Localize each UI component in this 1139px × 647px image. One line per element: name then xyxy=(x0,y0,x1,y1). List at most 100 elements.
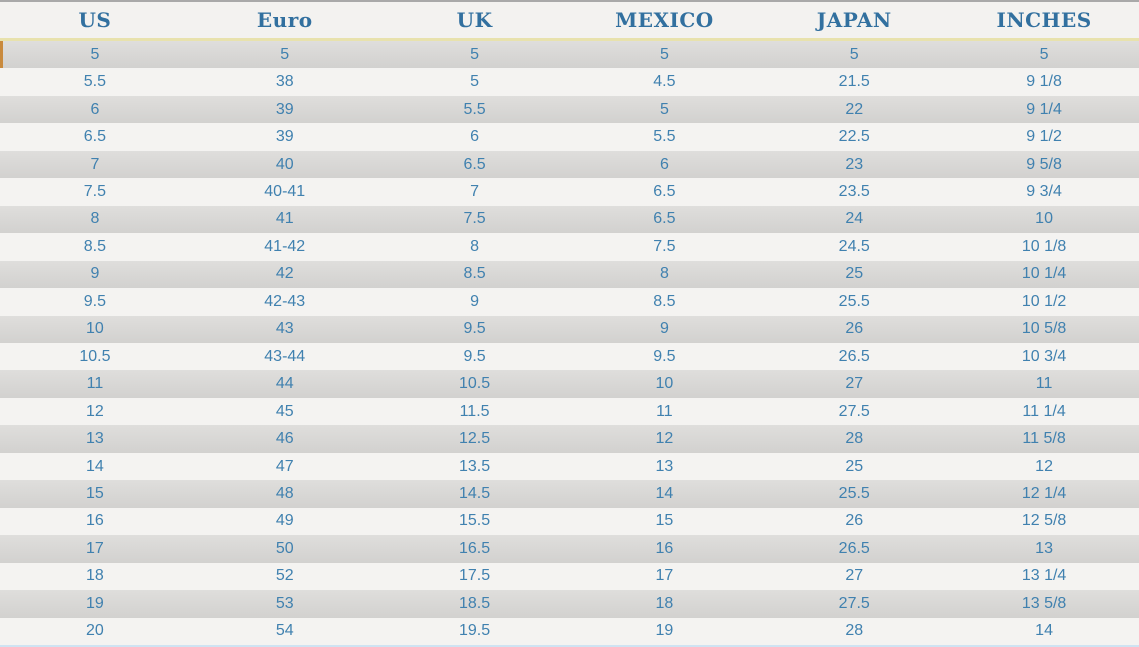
cell-euro: 46 xyxy=(275,430,294,448)
cell-uk: 8.5 xyxy=(463,265,486,283)
cell-inches: 5 xyxy=(1039,45,1049,63)
cell-us: 5.5 xyxy=(83,73,107,91)
cell-mexico: 18 xyxy=(655,594,674,612)
cell-japan: 27 xyxy=(845,375,864,393)
cell-us: 7 xyxy=(90,155,100,173)
cell-us: 18 xyxy=(86,567,104,585)
cell-euro: 50 xyxy=(275,539,294,557)
cell-inches: 13 5/8 xyxy=(1021,594,1067,612)
cell-uk: 5 xyxy=(470,73,480,91)
cell-japan: 25 xyxy=(845,265,864,283)
cell-japan: 27.5 xyxy=(838,594,870,612)
cell-mexico: 9 xyxy=(659,320,669,338)
cell-japan: 23.5 xyxy=(838,182,870,200)
cell-inches: 10 1/4 xyxy=(1021,265,1067,283)
cell-inches: 9 3/4 xyxy=(1026,182,1062,200)
cell-mexico: 15 xyxy=(655,512,674,530)
cell-inches: 9 1/8 xyxy=(1026,73,1062,91)
cell-euro: 49 xyxy=(275,512,294,530)
table-row: 8 41 7.5 6.5 24 10 xyxy=(0,205,1139,234)
table-row: 17 50 16.5 16 26.5 13 xyxy=(0,535,1139,563)
cell-euro: 45 xyxy=(275,402,294,420)
cell-mexico: 7.5 xyxy=(653,237,676,255)
cell-japan: 24 xyxy=(845,210,864,228)
cell-japan: 26 xyxy=(845,512,864,530)
cell-euro: 38 xyxy=(275,73,294,91)
cell-euro: 41-42 xyxy=(264,237,306,255)
cell-inches: 10 3/4 xyxy=(1021,347,1067,365)
table-row: 6.5 39 6 5.5 22.5 9 1/2 xyxy=(0,123,1139,151)
cell-us: 8 xyxy=(90,210,100,228)
cell-uk: 10.5 xyxy=(459,375,491,393)
table-row: 8.5 41-42 8 7.5 24.5 10 1/8 xyxy=(0,233,1139,261)
cell-uk: 7 xyxy=(470,182,480,200)
table-row: 5 5 5 5 5 5 xyxy=(0,41,1139,69)
cell-euro: 43 xyxy=(275,320,294,338)
table-row: 9.5 42-43 9 8.5 25.5 10 1/2 xyxy=(0,288,1139,316)
cell-inches: 11 1/4 xyxy=(1022,402,1066,420)
cell-inches: 9 1/4 xyxy=(1026,100,1062,118)
table-row: 6 39 5.5 5 22 9 1/4 xyxy=(0,95,1139,124)
cell-mexico: 16 xyxy=(655,539,674,557)
cell-inches: 12 xyxy=(1035,457,1053,475)
cell-us: 10.5 xyxy=(79,347,111,365)
cell-us: 5 xyxy=(90,45,100,63)
cell-uk: 17.5 xyxy=(459,567,491,585)
header-cell-us: US xyxy=(78,8,112,32)
cell-inches: 10 xyxy=(1035,210,1053,228)
cell-euro: 48 xyxy=(275,484,294,502)
cell-mexico: 19 xyxy=(655,622,674,640)
cell-us: 20 xyxy=(86,622,104,640)
table-row: 5.5 38 5 4.5 21.5 9 1/8 xyxy=(0,68,1139,96)
table-row: 10 43 9.5 9 26 10 5/8 xyxy=(0,315,1139,343)
cell-mexico: 5.5 xyxy=(653,128,676,146)
table-row: 9 42 8.5 8 25 10 1/4 xyxy=(0,260,1139,289)
cell-us: 9 xyxy=(90,265,100,283)
cell-mexico: 8 xyxy=(659,265,669,283)
table-row: 20 54 19.5 19 28 14 xyxy=(0,617,1139,645)
cell-inches: 9 5/8 xyxy=(1026,155,1062,173)
cell-euro: 52 xyxy=(275,567,294,585)
cell-uk: 19.5 xyxy=(459,622,491,640)
cell-inches: 12 1/4 xyxy=(1021,484,1067,502)
cell-mexico: 12 xyxy=(655,430,674,448)
header-cell-japan: JAPAN xyxy=(816,8,892,32)
cell-mexico: 6 xyxy=(659,155,669,173)
cell-japan: 26.5 xyxy=(838,347,870,365)
cell-euro: 43-44 xyxy=(264,347,306,365)
cell-euro: 39 xyxy=(275,128,294,146)
cell-mexico: 10 xyxy=(655,375,674,393)
cell-uk: 5.5 xyxy=(463,100,486,118)
cell-euro: 41 xyxy=(275,210,294,228)
cell-uk: 9 xyxy=(470,292,480,310)
cell-us: 6 xyxy=(90,100,100,118)
cell-japan: 5 xyxy=(849,45,859,63)
cell-mexico: 6.5 xyxy=(653,210,676,228)
cell-uk: 14.5 xyxy=(459,484,491,502)
cell-inches: 9 1/2 xyxy=(1026,128,1062,146)
cell-euro: 42 xyxy=(275,265,294,283)
cell-us: 19 xyxy=(86,594,104,612)
cell-uk: 18.5 xyxy=(459,594,491,612)
cell-mexico: 6.5 xyxy=(653,182,676,200)
table-row: 13 46 12.5 12 28 11 5/8 xyxy=(0,425,1139,453)
header-cell-uk: UK xyxy=(456,8,493,32)
table-row: 7.5 40-41 7 6.5 23.5 9 3/4 xyxy=(0,178,1139,206)
table-row: 15 48 14.5 14 25.5 12 1/4 xyxy=(0,480,1139,508)
cell-mexico: 9.5 xyxy=(653,347,676,365)
table-row: 18 52 17.5 17 27 13 1/4 xyxy=(0,562,1139,591)
cell-euro: 53 xyxy=(275,594,294,612)
cell-us: 14 xyxy=(86,457,104,475)
cell-inches: 11 5/8 xyxy=(1022,430,1066,448)
cell-japan: 28 xyxy=(845,622,864,640)
cell-euro: 40 xyxy=(275,155,294,173)
cell-uk: 15.5 xyxy=(459,512,491,530)
cell-japan: 25.5 xyxy=(838,292,870,310)
cell-inches: 13 xyxy=(1035,539,1053,557)
header-cell-inches: INCHES xyxy=(996,8,1092,32)
cell-us: 15 xyxy=(86,484,104,502)
table-row: 19 53 18.5 18 27.5 13 5/8 xyxy=(0,590,1139,618)
cell-us: 12 xyxy=(86,402,104,420)
cell-mexico: 17 xyxy=(655,567,674,585)
table-body: 5 5 5 5 5 5 5.5 38 5 4.5 21.5 9 1/8 6 39 5.5 5 22 9 1/4 6.… xyxy=(0,41,1139,647)
